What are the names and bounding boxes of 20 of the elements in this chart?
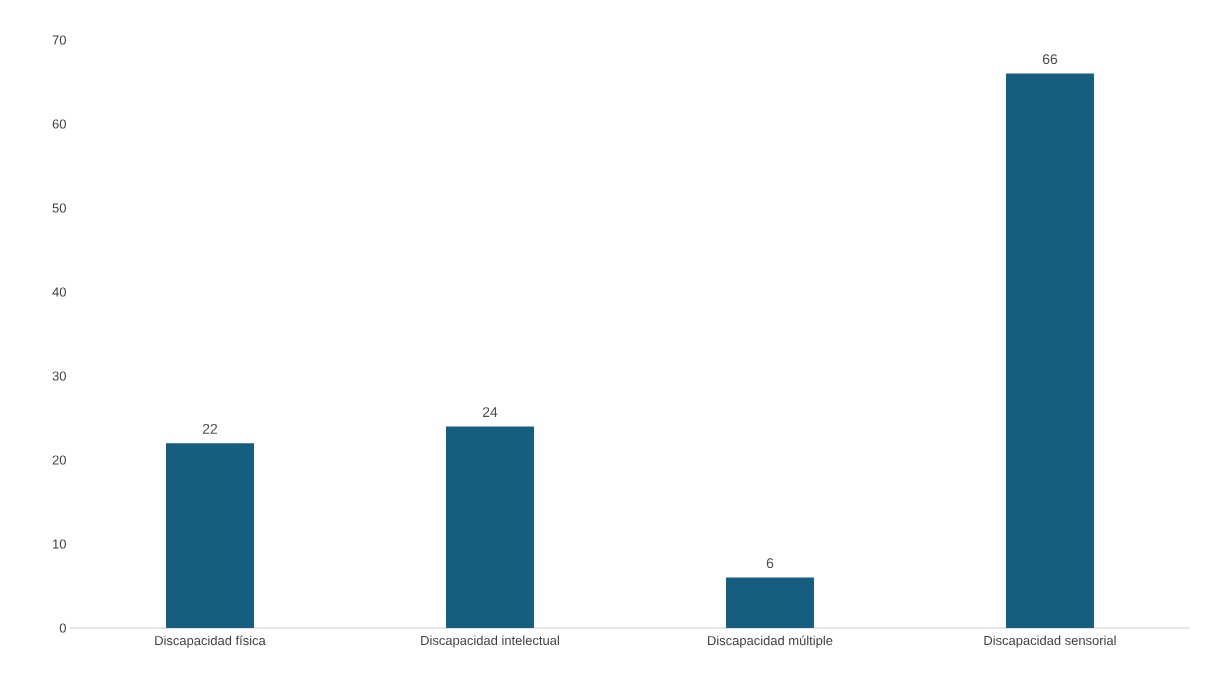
x-tick-label: Discapacidad intelectual [421,635,559,648]
y-tick-label: 60 [52,119,66,129]
bar [166,443,254,628]
y-tick-label: 0 [59,623,66,633]
x-tick-label: Discapacidad física [155,635,266,648]
data-label: 66 [1042,54,1058,65]
data-label: 6 [766,558,774,569]
x-tick-label: Discapacidad sensorial [984,635,1116,648]
x-tick-label: Discapacidad múltiple [708,635,833,648]
y-tick-label: 20 [52,455,66,465]
y-tick-label: 30 [52,371,66,381]
y-tick-label: 50 [52,203,66,213]
bar [1005,73,1094,628]
bar [445,426,534,628]
data-label: 24 [482,407,498,417]
data-label: 22 [202,423,218,434]
y-tick-label: 40 [52,287,66,297]
y-tick-label: 10 [53,539,66,549]
y-tick-label: 70 [52,35,66,45]
bar [725,577,814,628]
